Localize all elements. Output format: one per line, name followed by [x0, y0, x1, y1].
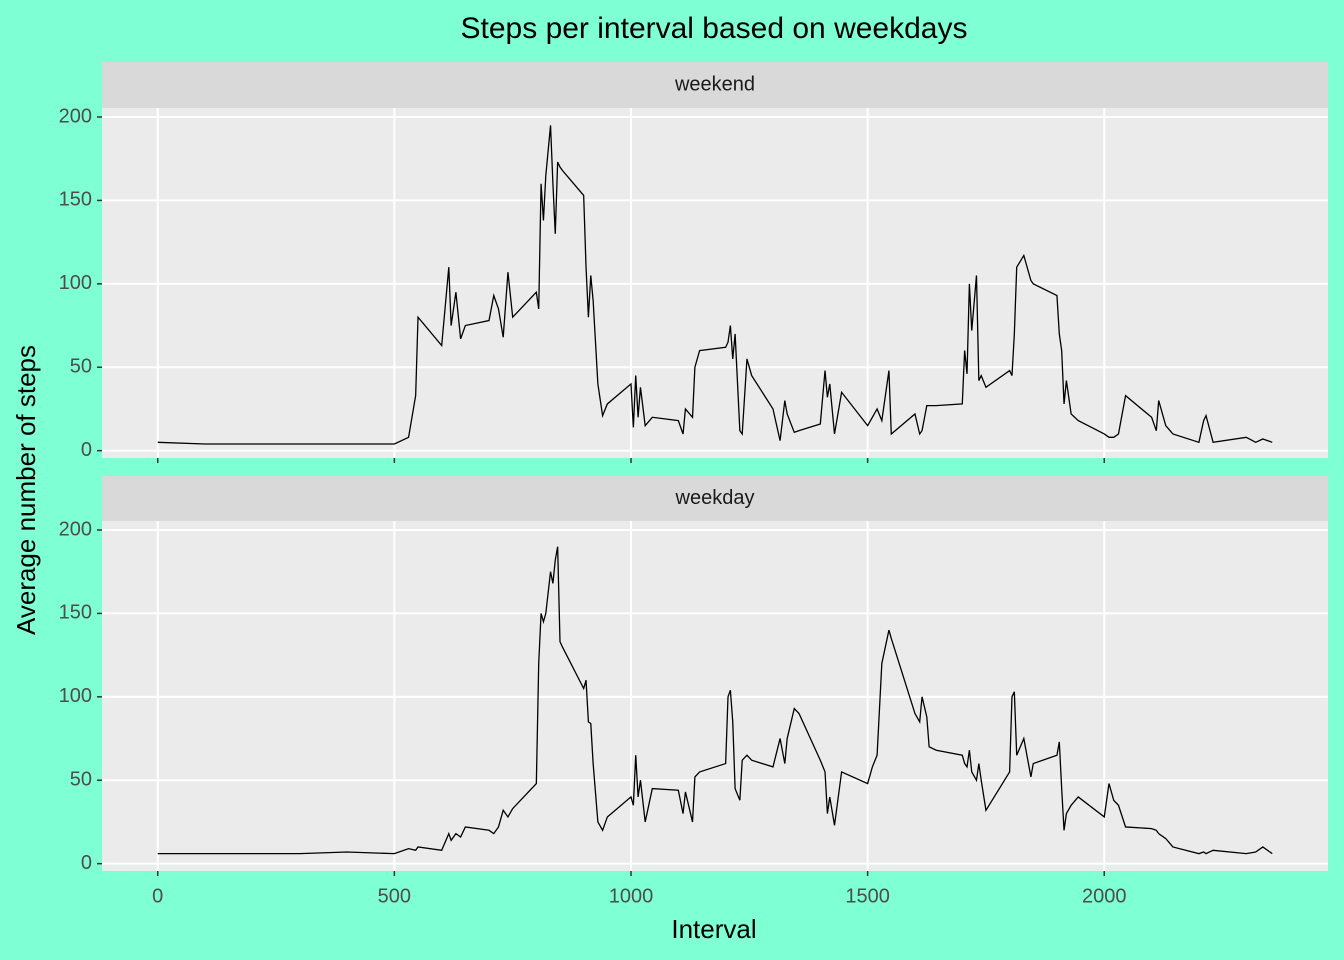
x-tick-label: 1000 — [609, 885, 654, 907]
y-tick-label: 100 — [59, 272, 92, 294]
x-tick-label: 1500 — [845, 885, 890, 907]
y-tick-label: 100 — [59, 685, 92, 707]
data-line — [157, 546, 1273, 855]
y-tick-label: 0 — [81, 852, 92, 874]
x-tick-label: 500 — [378, 885, 411, 907]
x-tick-label: 2000 — [1082, 885, 1127, 907]
data-line — [157, 125, 1273, 445]
x-tick-label: 0 — [152, 885, 163, 907]
strip-label: weekday — [675, 487, 755, 509]
y-tick-label: 50 — [70, 769, 92, 791]
x-axis-label: Interval — [671, 914, 756, 944]
strip-label: weekend — [674, 73, 755, 95]
y-axis-label: Average number of steps — [11, 345, 41, 635]
y-tick-label: 150 — [59, 602, 92, 624]
strip — [102, 476, 1328, 521]
y-tick-label: 200 — [59, 518, 92, 540]
y-tick-label: 50 — [70, 356, 92, 378]
strip — [102, 62, 1328, 108]
y-tick-label: 0 — [81, 439, 92, 461]
chart-title: Steps per interval based on weekdays — [461, 12, 968, 45]
y-tick-label: 150 — [59, 189, 92, 211]
y-tick-label: 200 — [59, 105, 92, 127]
